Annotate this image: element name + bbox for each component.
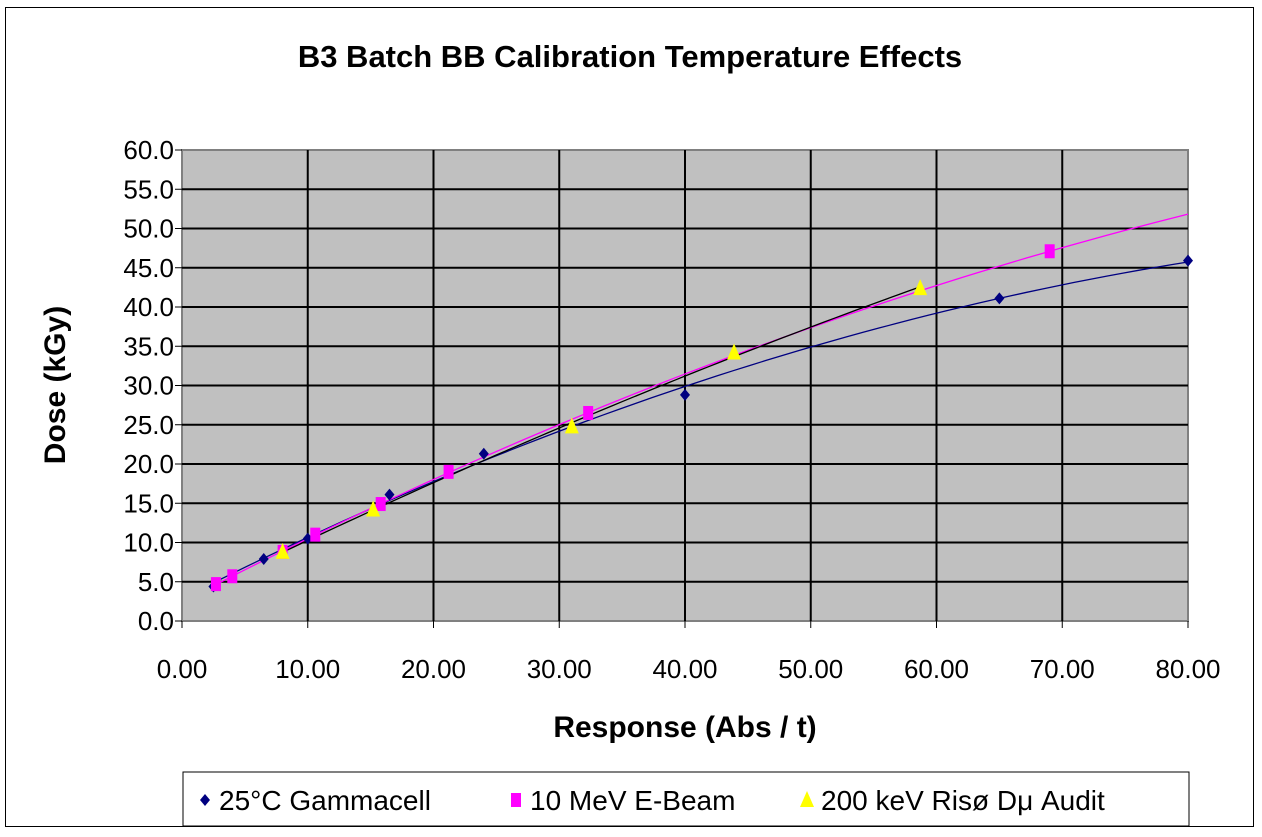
data-point-series-1 (375, 497, 386, 512)
y-tick-label: 15.0 (123, 488, 174, 518)
y-tick-label: 0.0 (138, 606, 174, 636)
data-point-series-0 (680, 388, 690, 401)
x-tick-label: 10.00 (275, 654, 340, 684)
y-tick-label: 45.0 (123, 253, 174, 283)
legend-label-0: 25°C Gammacell (219, 785, 431, 816)
y-tick-label: 5.0 (138, 567, 174, 597)
y-tick-label: 40.0 (123, 292, 174, 322)
x-tick-label: 70.00 (1030, 654, 1095, 684)
x-tick-label: 30.00 (527, 654, 592, 684)
x-tick-label: 60.00 (904, 654, 969, 684)
data-point-series-1 (1044, 244, 1055, 259)
data-point-series-2 (275, 542, 290, 559)
data-point-series-1 (583, 405, 594, 420)
x-tick-label: 50.00 (778, 654, 843, 684)
trendline-2 (282, 286, 921, 553)
data-point-series-1 (443, 464, 454, 479)
legend-label-1: 10 MeV E-Beam (530, 785, 735, 816)
legend-marker-0 (200, 794, 210, 806)
y-tick-label: 10.0 (123, 528, 174, 558)
data-point-series-1 (227, 569, 238, 584)
legend-box (182, 771, 1190, 827)
y-tick-label: 35.0 (123, 331, 174, 361)
legend-marker-1 (511, 793, 521, 807)
y-tick-label: 60.0 (123, 135, 174, 165)
legend-label-2: 200 keV Risø Dμ Audit (821, 785, 1105, 816)
data-point-series-2 (564, 417, 579, 434)
y-tick-label: 50.0 (123, 214, 174, 244)
y-axis-label: Dose (kGy) (39, 306, 72, 464)
data-point-series-1 (310, 527, 321, 542)
data-point-series-0 (384, 488, 395, 501)
chart-title: B3 Batch BB Calibration Temperature Effe… (298, 39, 962, 74)
x-tick-label: 80.00 (1155, 654, 1220, 684)
data-point-series-1 (210, 577, 221, 592)
x-tick-label: 0.00 (157, 654, 208, 684)
data-point-series-0 (478, 447, 489, 460)
data-point-series-2 (366, 500, 381, 517)
y-tick-label: 20.0 (123, 449, 174, 479)
data-point-series-2 (727, 343, 742, 360)
x-axis-label: Response (Abs / t) (553, 711, 816, 744)
y-tick-label: 25.0 (123, 410, 174, 440)
y-tick-label: 30.0 (123, 371, 174, 401)
data-point-series-0 (1183, 254, 1193, 267)
x-tick-label: 40.00 (652, 654, 717, 684)
legend-marker-2 (800, 791, 814, 807)
data-point-series-2 (913, 279, 928, 296)
data-point-series-0 (258, 552, 269, 565)
x-tick-label: 20.00 (401, 654, 466, 684)
data-point-series-0 (302, 532, 313, 545)
y-tick-label: 55.0 (123, 174, 174, 204)
data-point-series-0 (994, 292, 1005, 305)
